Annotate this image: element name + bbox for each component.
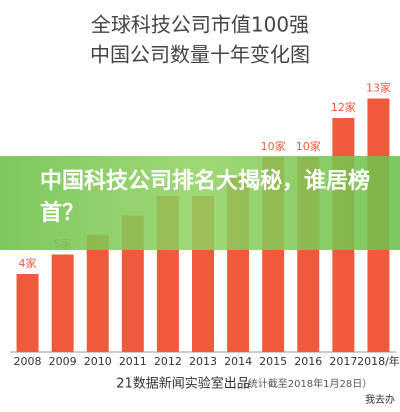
value-label: 10家 [296,139,321,153]
x-tick-label: 2013 [189,355,217,368]
banner [0,156,400,250]
value-label: 10家 [261,139,286,153]
chart-title: 全球科技公司市值100强 [91,13,309,37]
x-tick-label: 2017 [329,355,357,368]
x-tick-label: 2009 [49,355,77,368]
bar [16,274,39,352]
x-tick-label: 2011 [119,355,147,368]
value-label: 13家 [366,81,391,95]
x-tick-label: 2016 [294,355,322,368]
bar [51,254,74,352]
x-tick-label: 2012 [154,355,182,368]
banner-box: 中国科技公司排名大揭秘，谁居榜首？ [40,169,370,226]
value-label: 12家 [331,100,356,114]
note: （统计截至2018年1月28日） [238,377,373,390]
x-tick-label: 2014 [224,355,252,368]
banner-headline: 中国科技公司排名大揭秘，谁居榜首？ [40,169,370,226]
x-tick-label: 2008 [14,355,42,368]
bar [86,235,109,352]
watermark: 我去办 [365,393,395,406]
source: 21数据新闻实验室出品 [116,376,250,392]
x-tick-label: 2010 [84,355,112,368]
x-tick-label: 2018/年 [357,354,400,368]
chart-subtitle: 中国公司数量十年变化图 [90,43,310,67]
x-tick-label: 2015 [259,355,287,368]
value-label: 4家 [19,256,37,270]
